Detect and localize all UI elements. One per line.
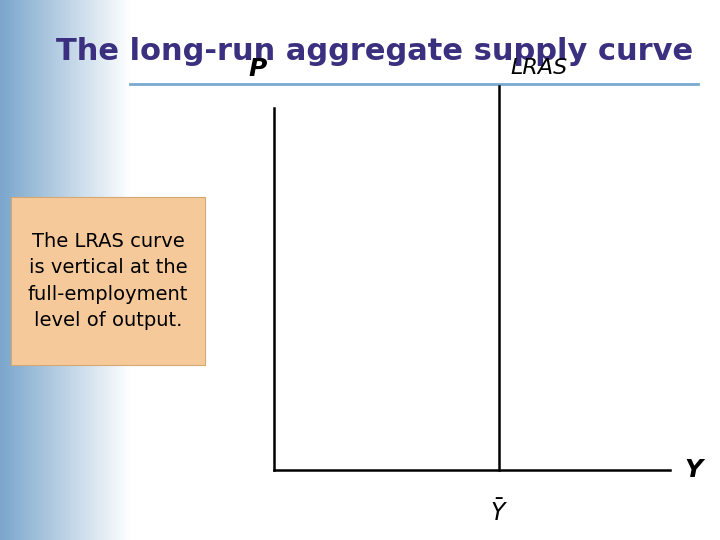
Bar xyxy=(86,0,89,540)
Bar xyxy=(84,0,86,540)
Bar xyxy=(2,0,4,540)
Bar xyxy=(19,0,22,540)
Bar xyxy=(73,0,76,540)
Bar xyxy=(125,0,127,540)
Bar xyxy=(43,0,45,540)
Bar xyxy=(91,0,93,540)
Bar xyxy=(4,0,6,540)
Bar xyxy=(93,0,95,540)
Bar xyxy=(37,0,39,540)
Bar xyxy=(82,0,84,540)
FancyBboxPatch shape xyxy=(11,197,205,364)
Text: P: P xyxy=(248,57,266,81)
Bar xyxy=(76,0,78,540)
Bar xyxy=(123,0,125,540)
Bar xyxy=(89,0,91,540)
Bar xyxy=(48,0,50,540)
Text: LRAS: LRAS xyxy=(510,58,567,78)
Bar xyxy=(39,0,41,540)
Bar xyxy=(56,0,58,540)
Bar xyxy=(104,0,106,540)
Bar xyxy=(6,0,9,540)
Bar xyxy=(35,0,37,540)
Bar xyxy=(106,0,108,540)
Bar xyxy=(108,0,110,540)
Bar xyxy=(95,0,97,540)
Bar xyxy=(45,0,48,540)
Bar xyxy=(80,0,82,540)
Bar xyxy=(63,0,65,540)
Bar xyxy=(24,0,26,540)
Bar xyxy=(97,0,99,540)
Bar xyxy=(117,0,119,540)
Bar xyxy=(119,0,121,540)
Bar xyxy=(127,0,130,540)
Bar xyxy=(114,0,117,540)
Bar xyxy=(65,0,67,540)
Bar xyxy=(67,0,69,540)
Text: Y: Y xyxy=(684,458,702,482)
Bar xyxy=(71,0,73,540)
Text: The LRAS curve
is vertical at the
full-employment
level of output.: The LRAS curve is vertical at the full-e… xyxy=(28,232,188,330)
Bar xyxy=(0,0,2,540)
Bar xyxy=(102,0,104,540)
Bar xyxy=(41,0,43,540)
Bar xyxy=(26,0,28,540)
Bar xyxy=(9,0,11,540)
Bar xyxy=(15,0,17,540)
Bar xyxy=(22,0,24,540)
Bar xyxy=(99,0,102,540)
Text: $\bar{Y}$: $\bar{Y}$ xyxy=(490,500,508,526)
Bar xyxy=(28,0,30,540)
Bar xyxy=(58,0,60,540)
Bar xyxy=(110,0,112,540)
Bar xyxy=(52,0,54,540)
Bar xyxy=(78,0,80,540)
Bar xyxy=(30,0,32,540)
Bar xyxy=(13,0,15,540)
Bar xyxy=(50,0,52,540)
Bar xyxy=(54,0,56,540)
Bar xyxy=(130,0,720,540)
Bar xyxy=(17,0,19,540)
Bar xyxy=(112,0,114,540)
Bar xyxy=(32,0,35,540)
Bar xyxy=(11,0,13,540)
Text: The long-run aggregate supply curve: The long-run aggregate supply curve xyxy=(56,37,693,66)
Bar xyxy=(69,0,71,540)
Bar xyxy=(121,0,123,540)
Bar xyxy=(60,0,63,540)
